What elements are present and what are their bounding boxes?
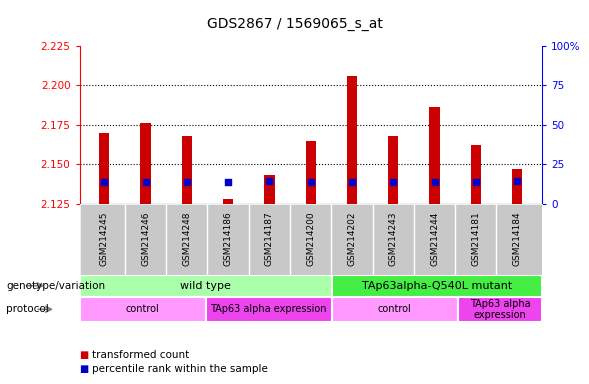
Text: protocol: protocol xyxy=(6,304,49,314)
Bar xyxy=(181,136,192,204)
Text: GSM214184: GSM214184 xyxy=(512,212,522,266)
Point xyxy=(306,179,316,185)
Bar xyxy=(512,169,522,204)
Bar xyxy=(332,297,458,322)
Point xyxy=(182,179,191,185)
Bar xyxy=(99,133,110,204)
Text: wild type: wild type xyxy=(180,281,231,291)
Text: GSM214248: GSM214248 xyxy=(183,212,191,266)
Text: TAp63 alpha expression: TAp63 alpha expression xyxy=(210,304,327,314)
Bar xyxy=(140,123,151,204)
Point xyxy=(141,179,150,185)
Text: GSM214244: GSM214244 xyxy=(430,212,439,266)
Bar xyxy=(429,108,440,204)
Text: TAp63 alpha
expression: TAp63 alpha expression xyxy=(469,298,530,320)
Point xyxy=(100,179,109,185)
Point xyxy=(264,178,274,184)
Text: TAp63alpha-Q540L mutant: TAp63alpha-Q540L mutant xyxy=(362,281,512,291)
Point xyxy=(348,179,357,185)
Point xyxy=(223,179,233,185)
Bar xyxy=(80,275,332,297)
Text: GSM214181: GSM214181 xyxy=(471,212,480,266)
Text: control: control xyxy=(125,304,160,314)
Text: GSM214187: GSM214187 xyxy=(265,212,274,266)
Bar xyxy=(458,297,542,322)
Bar xyxy=(264,175,274,204)
Text: ■: ■ xyxy=(80,350,89,360)
Bar xyxy=(332,275,542,297)
Bar xyxy=(223,199,233,204)
Point xyxy=(471,179,481,185)
Text: percentile rank within the sample: percentile rank within the sample xyxy=(92,364,269,374)
Text: genotype/variation: genotype/variation xyxy=(6,281,105,291)
Text: GSM214243: GSM214243 xyxy=(389,212,398,266)
Bar xyxy=(80,297,206,322)
Bar xyxy=(347,76,357,204)
Point xyxy=(430,179,439,185)
Text: transformed count: transformed count xyxy=(92,350,190,360)
Point xyxy=(389,179,398,185)
Text: GSM214245: GSM214245 xyxy=(100,212,109,266)
Point xyxy=(512,179,522,185)
Bar xyxy=(471,145,481,204)
Text: GSM214202: GSM214202 xyxy=(348,212,356,266)
Text: GSM214186: GSM214186 xyxy=(224,212,233,266)
Text: ■: ■ xyxy=(80,364,89,374)
Bar xyxy=(306,141,316,204)
Text: control: control xyxy=(378,304,412,314)
Bar xyxy=(206,297,332,322)
Text: GSM214200: GSM214200 xyxy=(306,212,315,266)
Text: GDS2867 / 1569065_s_at: GDS2867 / 1569065_s_at xyxy=(207,17,382,31)
Text: GSM214246: GSM214246 xyxy=(141,212,150,266)
Bar xyxy=(388,136,398,204)
